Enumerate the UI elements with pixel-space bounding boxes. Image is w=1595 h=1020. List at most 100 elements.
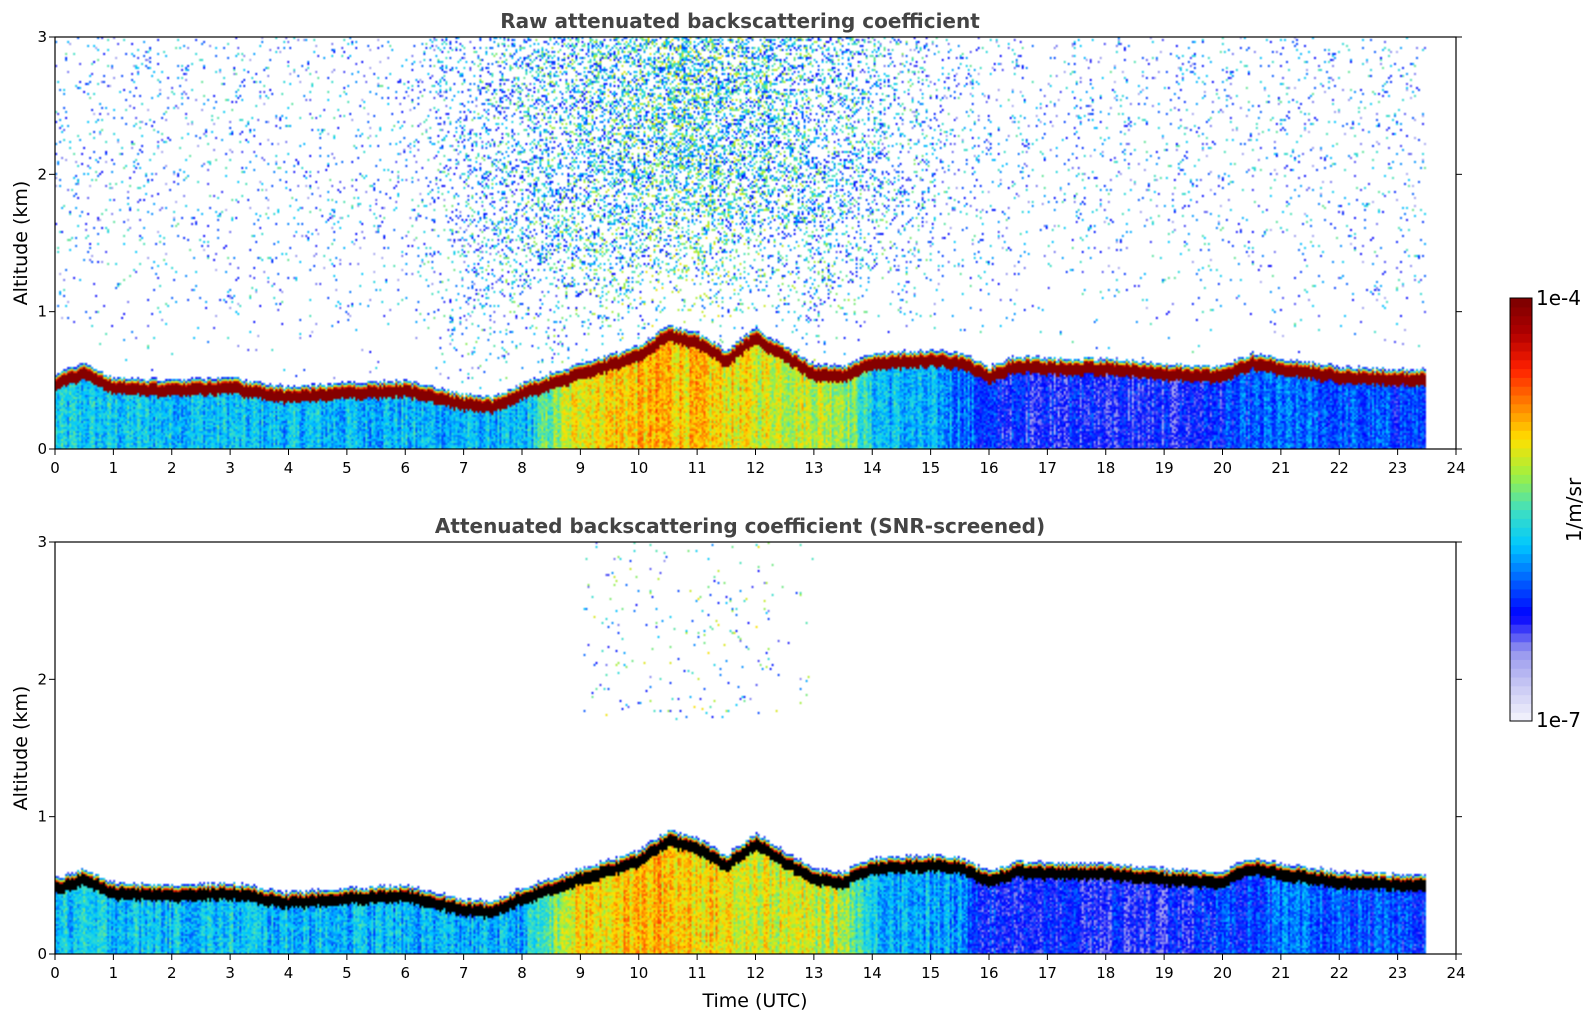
panel-screened-title: Attenuated backscattering coefficient (S… xyxy=(435,514,1045,538)
colorbar-swatch xyxy=(1510,509,1532,519)
colorbar-swatch xyxy=(1510,712,1532,722)
colorbar-swatch xyxy=(1510,386,1532,396)
x-tick-label: 18 xyxy=(1096,459,1115,477)
x-tick-label: 16 xyxy=(979,459,998,477)
x-tick-label: 5 xyxy=(342,459,352,477)
x-tick-label: 11 xyxy=(688,964,707,982)
panel-raw-x-axis: 0 1 2 3 4 5 6 7 8 9 10 11 12 13 14 15 16 17 18 19 20 21 22 23 24 xyxy=(50,449,1466,477)
x-tick-label: 1 xyxy=(109,964,119,982)
screened-backscatter-heatmap xyxy=(55,542,1456,954)
x-tick-label: 24 xyxy=(1446,964,1465,982)
x-tick-label: 0 xyxy=(50,459,60,477)
panel-screened: Attenuated backscattering coefficient (S… xyxy=(10,514,1466,1012)
colorbar-swatches xyxy=(1510,298,1532,722)
x-tick-label: 7 xyxy=(459,459,469,477)
y-tick-label: 3 xyxy=(37,28,47,46)
x-tick-label: 22 xyxy=(1330,964,1349,982)
x-tick-label: 11 xyxy=(688,459,707,477)
panel-raw-y-label: Altitude (km) xyxy=(10,181,32,306)
x-tick-label: 17 xyxy=(1038,964,1057,982)
colorbar-swatch xyxy=(1510,324,1532,334)
y-tick-label: 0 xyxy=(37,945,47,963)
x-tick-label: 3 xyxy=(225,459,235,477)
x-tick-label: 8 xyxy=(517,459,527,477)
x-tick-label: 19 xyxy=(1155,964,1174,982)
colorbar-swatch xyxy=(1510,676,1532,687)
colorbar-swatch xyxy=(1510,553,1532,563)
panel-raw-title: Raw attenuated backscattering coefficien… xyxy=(500,9,980,33)
x-tick-label: 7 xyxy=(459,964,469,982)
panel-raw-y-axis: 0 1 2 3 xyxy=(37,28,1462,458)
colorbar-swatch xyxy=(1510,659,1532,669)
panel-screened-x-axis: 0 1 2 3 4 5 6 7 8 9 10 11 12 13 14 15 16 17 18 19 20 21 22 23 24 xyxy=(50,954,1466,982)
colorbar-frame xyxy=(1509,297,1533,722)
colorbar-swatch xyxy=(1510,527,1532,537)
colorbar-swatch xyxy=(1510,430,1532,440)
colorbar-swatch xyxy=(1510,421,1532,431)
y-tick-label: 1 xyxy=(37,808,47,826)
colorbar-min-label: 1e-7 xyxy=(1536,708,1581,732)
x-tick-label: 16 xyxy=(979,964,998,982)
y-tick-label: 3 xyxy=(37,533,47,551)
x-axis-label: Time (UTC) xyxy=(701,990,807,1012)
colorbar-swatch xyxy=(1510,456,1532,467)
colorbar-swatch xyxy=(1510,377,1532,387)
colorbar-swatch xyxy=(1510,544,1532,555)
x-tick-label: 13 xyxy=(804,459,823,477)
y-tick-label: 2 xyxy=(37,670,47,688)
x-tick-label: 23 xyxy=(1388,964,1407,982)
colorbar-max-label: 1e-4 xyxy=(1536,286,1581,310)
colorbar-swatch xyxy=(1510,439,1532,449)
colorbar-swatch xyxy=(1510,562,1532,572)
y-tick-label: 2 xyxy=(37,165,47,183)
colorbar-swatch xyxy=(1510,606,1532,616)
colorbar-swatch xyxy=(1510,703,1532,713)
x-tick-label: 23 xyxy=(1388,459,1407,477)
x-tick-label: 21 xyxy=(1271,964,1290,982)
colorbar-swatch xyxy=(1510,298,1532,308)
colorbar-swatch xyxy=(1510,571,1532,581)
x-tick-label: 1 xyxy=(109,459,119,477)
colorbar-swatch xyxy=(1510,535,1532,546)
x-tick-label: 5 xyxy=(342,964,352,982)
colorbar-swatch xyxy=(1510,580,1532,590)
colorbar: 1e-4 1e-7 1/m/sr xyxy=(1509,286,1586,732)
colorbar-swatch xyxy=(1510,412,1532,422)
x-tick-label: 12 xyxy=(746,459,765,477)
colorbar-swatch xyxy=(1510,447,1532,458)
x-tick-label: 4 xyxy=(284,459,294,477)
colorbar-swatch xyxy=(1510,518,1532,528)
colorbar-swatch xyxy=(1510,588,1532,599)
colorbar-swatch xyxy=(1510,474,1532,484)
x-tick-label: 18 xyxy=(1096,964,1115,982)
x-tick-label: 3 xyxy=(225,964,235,982)
colorbar-swatch xyxy=(1510,641,1532,652)
colorbar-swatch xyxy=(1510,394,1532,405)
colorbar-swatch xyxy=(1510,685,1532,696)
colorbar-swatch xyxy=(1510,403,1532,414)
colorbar-swatch xyxy=(1510,306,1532,317)
colorbar-swatch xyxy=(1510,650,1532,660)
x-tick-label: 2 xyxy=(167,459,177,477)
colorbar-swatch xyxy=(1510,465,1532,475)
colorbar-unit-label: 1/m/sr xyxy=(1562,477,1586,542)
colorbar-swatch xyxy=(1510,368,1532,378)
x-tick-label: 10 xyxy=(629,964,648,982)
x-tick-label: 13 xyxy=(804,964,823,982)
x-tick-label: 15 xyxy=(921,964,940,982)
colorbar-swatch xyxy=(1510,483,1532,493)
colorbar-swatch xyxy=(1510,668,1532,678)
x-tick-label: 9 xyxy=(576,459,586,477)
x-tick-label: 24 xyxy=(1446,459,1465,477)
colorbar-swatch xyxy=(1510,615,1532,625)
colorbar-swatch xyxy=(1510,597,1532,608)
colorbar-swatch xyxy=(1510,333,1532,343)
x-tick-label: 17 xyxy=(1038,459,1057,477)
y-tick-label: 0 xyxy=(37,440,47,458)
x-tick-label: 19 xyxy=(1155,459,1174,477)
colorbar-swatch xyxy=(1510,491,1532,502)
colorbar-swatch xyxy=(1510,632,1532,643)
x-tick-label: 6 xyxy=(400,459,410,477)
x-tick-label: 20 xyxy=(1213,964,1232,982)
